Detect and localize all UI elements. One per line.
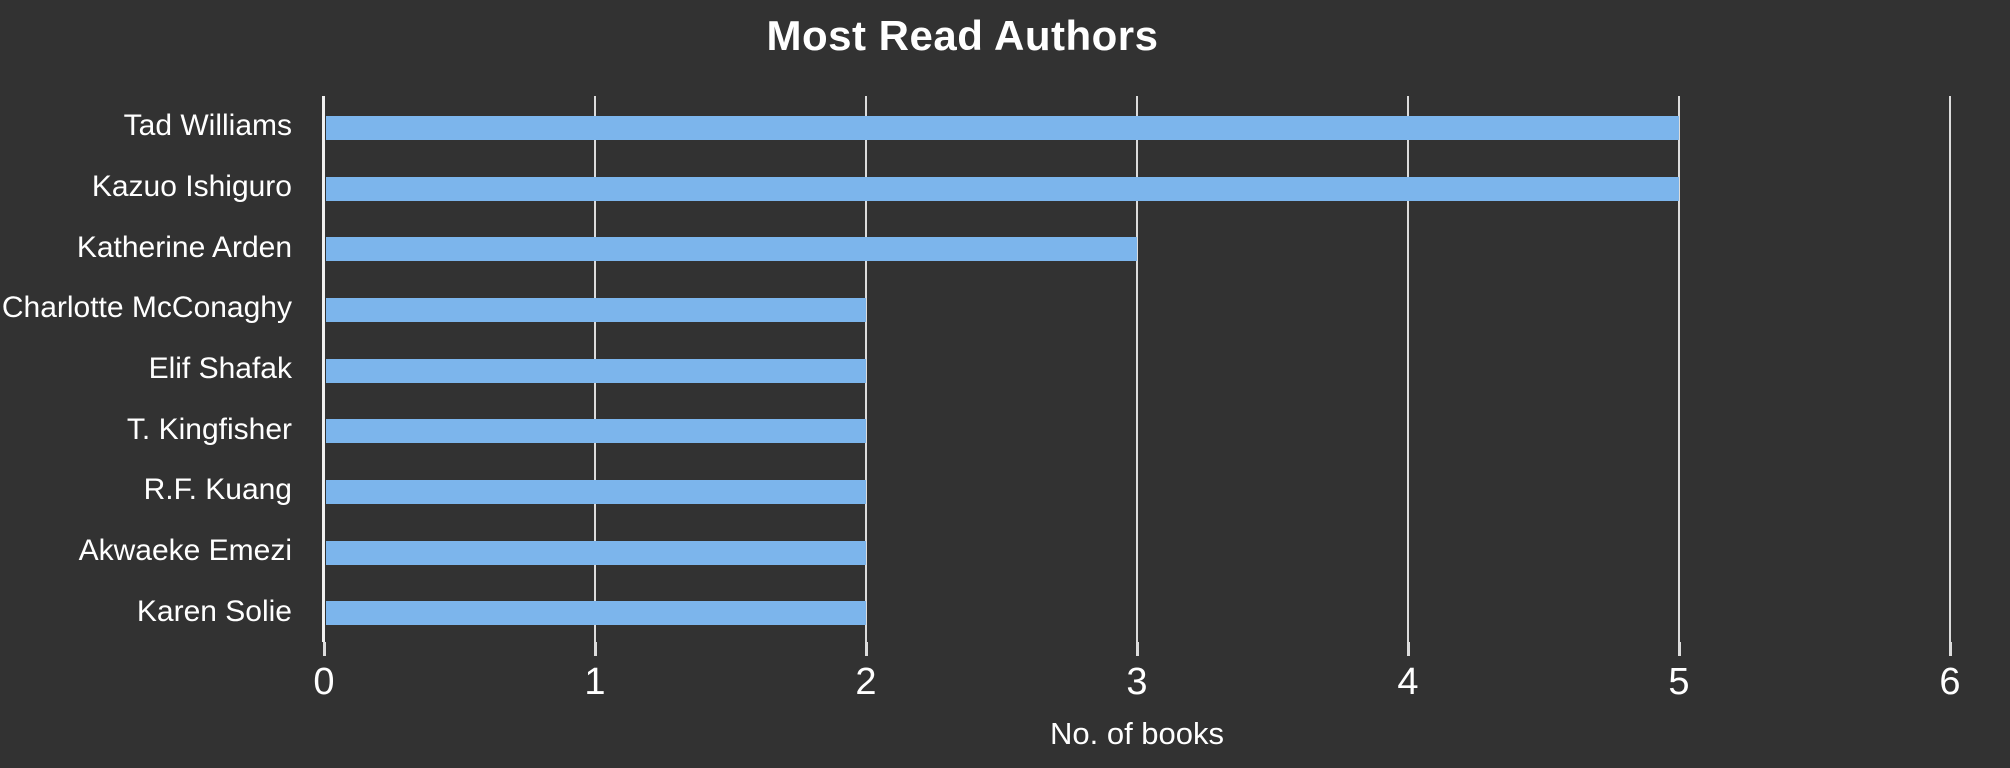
y-axis-label: Elif Shafak [148,352,292,385]
x-axis-tick-5 [1678,642,1681,656]
gridline-x-2 [865,96,867,642]
x-axis-tick-label: 1 [584,661,606,703]
x-axis-tick-label: 6 [1939,661,1961,703]
y-axis-label: Kazuo Ishiguro [91,170,292,203]
gridline-x-4 [1407,96,1409,642]
x-axis-tick-6 [1949,642,1952,656]
y-axis-label: R.F. Kuang [143,473,292,507]
chart-title: Most Read Authors [766,12,1159,59]
bar-akwaeke-emezi [326,540,866,565]
gridline-x-6 [1949,96,1951,642]
x-axis-tick-label: 0 [313,661,335,703]
y-axis-line [322,96,325,642]
bar-kazuo-ishiguro [326,176,1679,201]
y-axis-label: Akwaeke Emezi [78,534,292,567]
y-axis-label: T. Kingfisher [126,412,292,446]
x-axis-tick-label: 2 [855,661,877,703]
x-axis-tick-label: 5 [1668,661,1690,703]
gridline-x-3 [1136,96,1138,642]
x-axis-tick-4 [1407,642,1410,656]
y-axis-label: Katherine Arden [76,230,292,264]
x-axis-tick-3 [1136,642,1139,656]
x-axis-tick-0 [323,642,326,656]
y-axis-label: Tad Williams [123,109,292,143]
x-axis-tick-1 [594,642,597,656]
bar-katherine-arden [326,237,1137,262]
x-axis-tick-label: 3 [1126,661,1148,703]
bar-r-f-kuang [326,480,866,504]
gridline-x-5 [1678,96,1680,642]
bar-tad-williams [326,116,1679,140]
bar-karen-solie [326,601,866,626]
x-axis-tick-label: 4 [1397,661,1419,703]
bar-charlotte-mcconaghy [326,298,866,322]
bar-t-kingfisher [326,419,866,444]
y-axis-label: Karen Solie [136,594,292,628]
x-axis-tick-2 [865,642,868,656]
bar-elif-shafak [326,358,866,383]
x-axis-title: No. of books [1049,716,1225,751]
y-axis-label: Charlotte McConaghy [1,291,292,325]
